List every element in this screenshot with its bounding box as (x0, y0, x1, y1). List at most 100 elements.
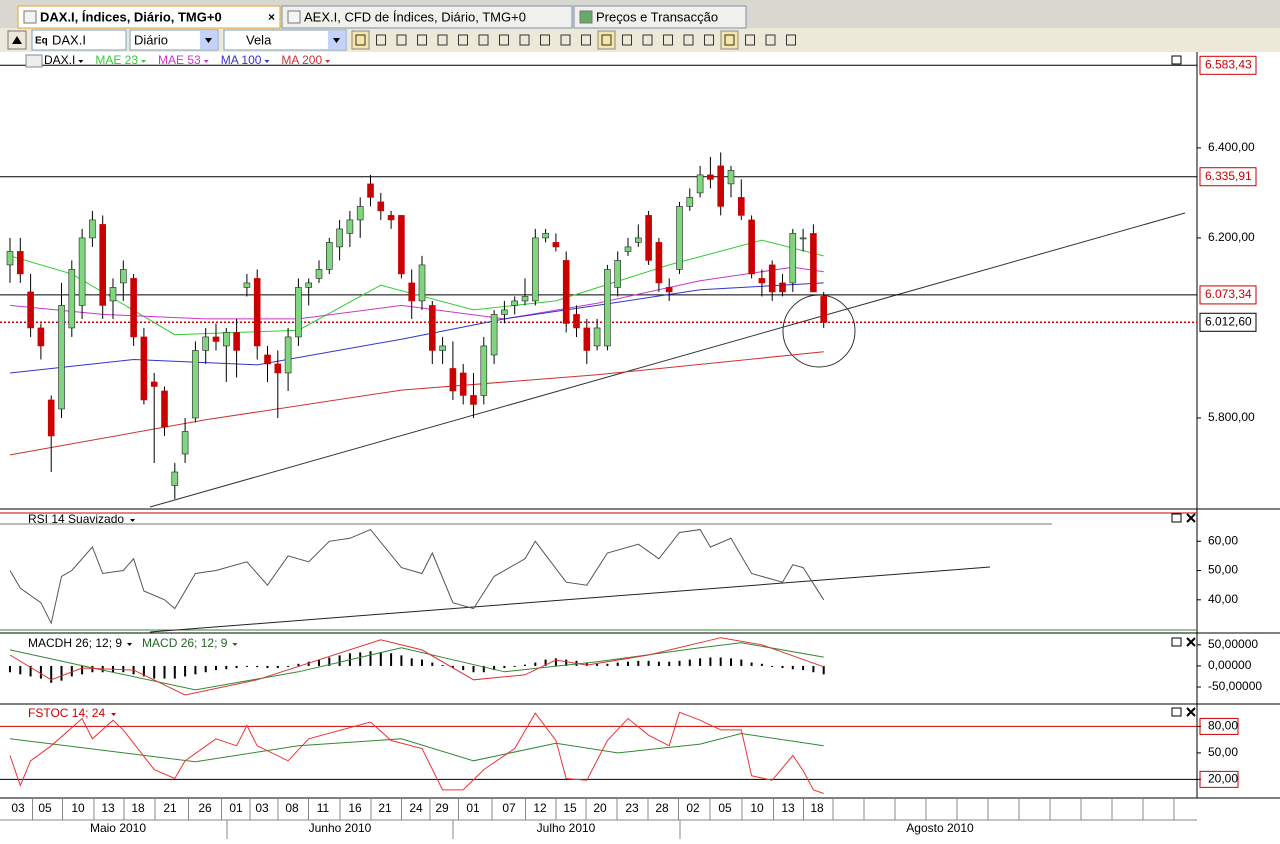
day-label: 01 (229, 801, 243, 815)
maximize-button[interactable] (1171, 637, 1182, 647)
combo-arrow (333, 38, 340, 43)
tab[interactable] (573, 5, 747, 29)
histogram-bar (740, 659, 743, 666)
close-button[interactable] (1186, 513, 1196, 523)
symbol-text: DAX.I (52, 32, 86, 47)
period-text: Diário (134, 32, 168, 47)
tool-button[interactable] (720, 30, 739, 50)
tool-button[interactable] (413, 31, 431, 49)
close-button[interactable] (1186, 637, 1196, 647)
rsi-tick-label: 50,00 (1208, 563, 1238, 577)
histogram-bar (812, 665, 815, 673)
tool-button[interactable] (782, 31, 800, 49)
histogram-bar (81, 665, 84, 675)
maximize-button[interactable] (1171, 707, 1182, 717)
histogram-bar (142, 665, 145, 677)
tool-button[interactable] (741, 31, 759, 49)
day-label: 13 (101, 801, 115, 815)
level-label: 6.073,34 (1205, 287, 1252, 301)
candle-body (480, 345, 488, 396)
tool-button[interactable] (577, 31, 595, 49)
dropdown-caret[interactable] (203, 60, 209, 63)
up-arrow (12, 36, 22, 44)
combo-arrow (205, 38, 212, 43)
histogram-bar (688, 659, 691, 666)
legend-entry[interactable]: MAE 53 (158, 53, 201, 67)
tool-button[interactable] (372, 31, 390, 49)
tool-button[interactable] (597, 30, 616, 50)
histogram-bar (215, 665, 217, 671)
tool-button[interactable] (618, 31, 636, 49)
dropdown-caret[interactable] (130, 519, 136, 522)
legend-entry[interactable]: MAE 23 (95, 53, 138, 67)
rsi-trendline (149, 566, 991, 633)
dropdown-caret[interactable] (127, 643, 133, 646)
level-label-box (1199, 717, 1239, 735)
tool-button[interactable] (351, 30, 370, 50)
tool-glyph (437, 34, 448, 46)
dropdown-caret[interactable] (264, 60, 270, 63)
candle-body (624, 246, 632, 252)
panel-title[interactable]: MACD 26; 12; 9 (142, 636, 228, 650)
histogram-bar (225, 665, 228, 670)
tool-button[interactable] (393, 31, 410, 49)
macd-tick-label: -50,00000 (1208, 679, 1262, 693)
legend-entry[interactable]: DAX.I (44, 53, 75, 67)
price-tick-label: 6.400,00 (1208, 140, 1255, 154)
candle-body (449, 368, 457, 392)
panel-title[interactable]: MACDH 26; 12; 9 (28, 636, 122, 650)
maximize-button[interactable] (1171, 55, 1182, 65)
close-button[interactable] (1186, 707, 1196, 717)
period-combo[interactable] (129, 29, 219, 51)
dropdown-caret[interactable] (325, 60, 331, 63)
dropdown-caret[interactable] (111, 713, 117, 716)
tool-button[interactable] (516, 31, 533, 49)
tool-button[interactable] (454, 31, 472, 49)
histogram-bar (791, 665, 794, 670)
tab-label: DAX.I, Índices, Diário, TMG+0 (40, 9, 222, 24)
tab[interactable] (17, 5, 281, 29)
tool-glyph (540, 34, 550, 46)
histogram-bar (668, 661, 671, 666)
histogram-bar (91, 665, 94, 673)
tool-button[interactable] (659, 31, 677, 49)
histogram-bar (328, 657, 331, 666)
tool-button[interactable] (639, 31, 656, 49)
tool-button[interactable] (495, 31, 513, 49)
candle-body (295, 287, 302, 338)
histogram-bar (338, 655, 341, 666)
dropdown-caret[interactable] (78, 60, 84, 63)
style-combo[interactable] (223, 29, 347, 51)
legend-entry[interactable]: MA 200 (281, 53, 322, 67)
tool-button[interactable] (680, 31, 697, 49)
candle-body (459, 372, 467, 396)
dropdown-caret[interactable] (232, 643, 238, 646)
tab[interactable] (281, 5, 573, 29)
tool-button[interactable] (762, 31, 779, 49)
level-label: 6.335,91 (1205, 169, 1252, 183)
candle-body (284, 336, 292, 374)
day-label: 03 (255, 801, 269, 815)
dropdown-caret[interactable] (141, 60, 147, 63)
legend-icon (25, 54, 43, 68)
maximize-button[interactable] (1171, 513, 1182, 523)
tool-glyph (745, 34, 755, 46)
symbol-box[interactable] (31, 29, 127, 51)
histogram-bar (266, 665, 269, 669)
candle-body (531, 237, 539, 302)
panel-title[interactable]: RSI 14 Suavizado (28, 512, 124, 526)
panel-title[interactable]: FSTOC 14; 24 (28, 706, 105, 720)
legend-entry[interactable]: MA 100 (221, 53, 262, 67)
tool-button[interactable] (557, 31, 574, 49)
tool-button[interactable] (475, 31, 492, 49)
candle-body (490, 314, 498, 356)
tool-button[interactable] (434, 31, 451, 49)
candle-body (758, 278, 766, 284)
k-line (9, 711, 824, 794)
tool-button[interactable] (536, 31, 554, 49)
histogram-bar (534, 662, 537, 666)
moving-average (9, 282, 824, 374)
candle-body (109, 287, 117, 302)
tool-button[interactable] (700, 31, 718, 49)
histogram-bar (163, 665, 166, 679)
